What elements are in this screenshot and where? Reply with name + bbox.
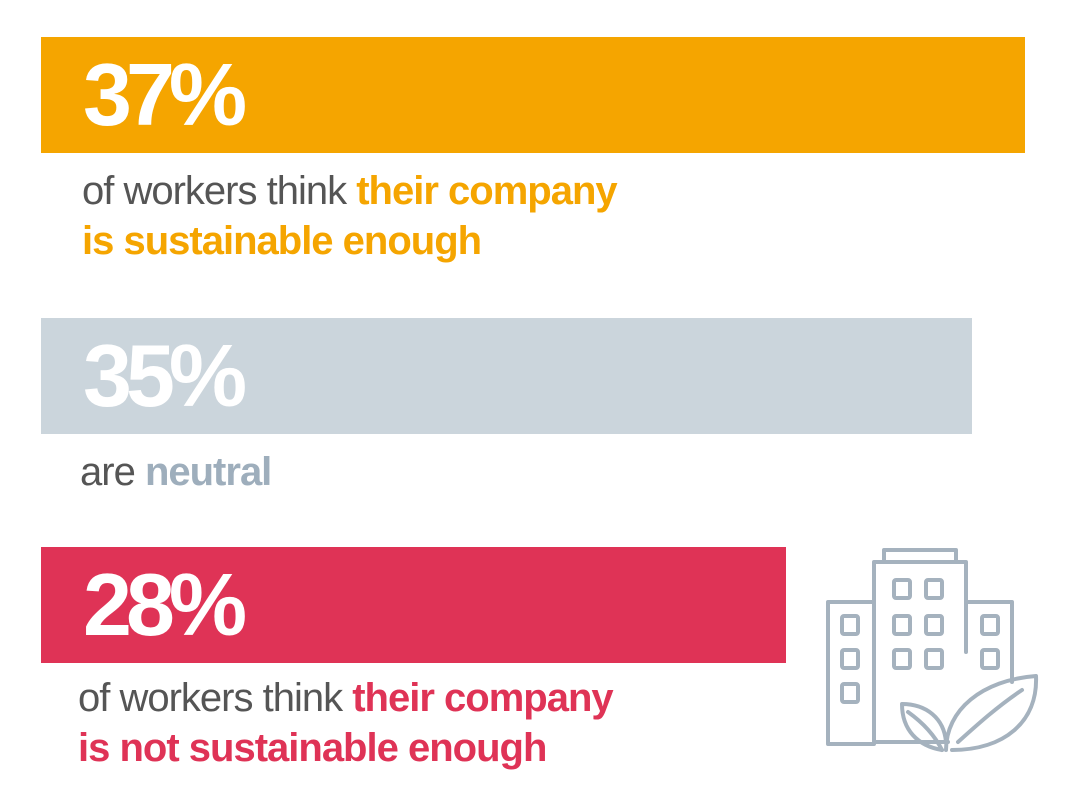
bar-sustainable: 37% [41, 37, 1025, 153]
caption-sustainable: of workers think their company is sustai… [82, 166, 618, 266]
caption-line: of workers think their company [78, 673, 614, 723]
bar-neutral: 35% [41, 318, 972, 434]
caption-line: of workers think their company [82, 166, 618, 216]
bar-not-sustainable: 28% [41, 547, 786, 663]
caption-text: of workers think [82, 169, 357, 213]
bar-value-label: 35% [83, 326, 247, 425]
caption-not-sustainable: of workers think their company is not su… [78, 673, 614, 773]
bar-value-label: 37% [83, 45, 247, 144]
caption-highlight: is sustainable enough [82, 219, 482, 263]
caption-line: is sustainable enough [82, 216, 617, 266]
building-with-leaves-icon [826, 548, 1039, 752]
caption-highlight: neutral [144, 450, 272, 494]
caption-text: are [80, 450, 145, 494]
caption-highlight: their company [352, 676, 613, 720]
bar-value-label: 28% [83, 555, 247, 654]
caption-highlight: is not sustainable enough [78, 726, 547, 770]
caption-line: is not sustainable enough [78, 723, 613, 773]
caption-neutral: are neutral [80, 447, 272, 497]
caption-highlight: their company [356, 169, 617, 213]
caption-text: of workers think [78, 676, 353, 720]
